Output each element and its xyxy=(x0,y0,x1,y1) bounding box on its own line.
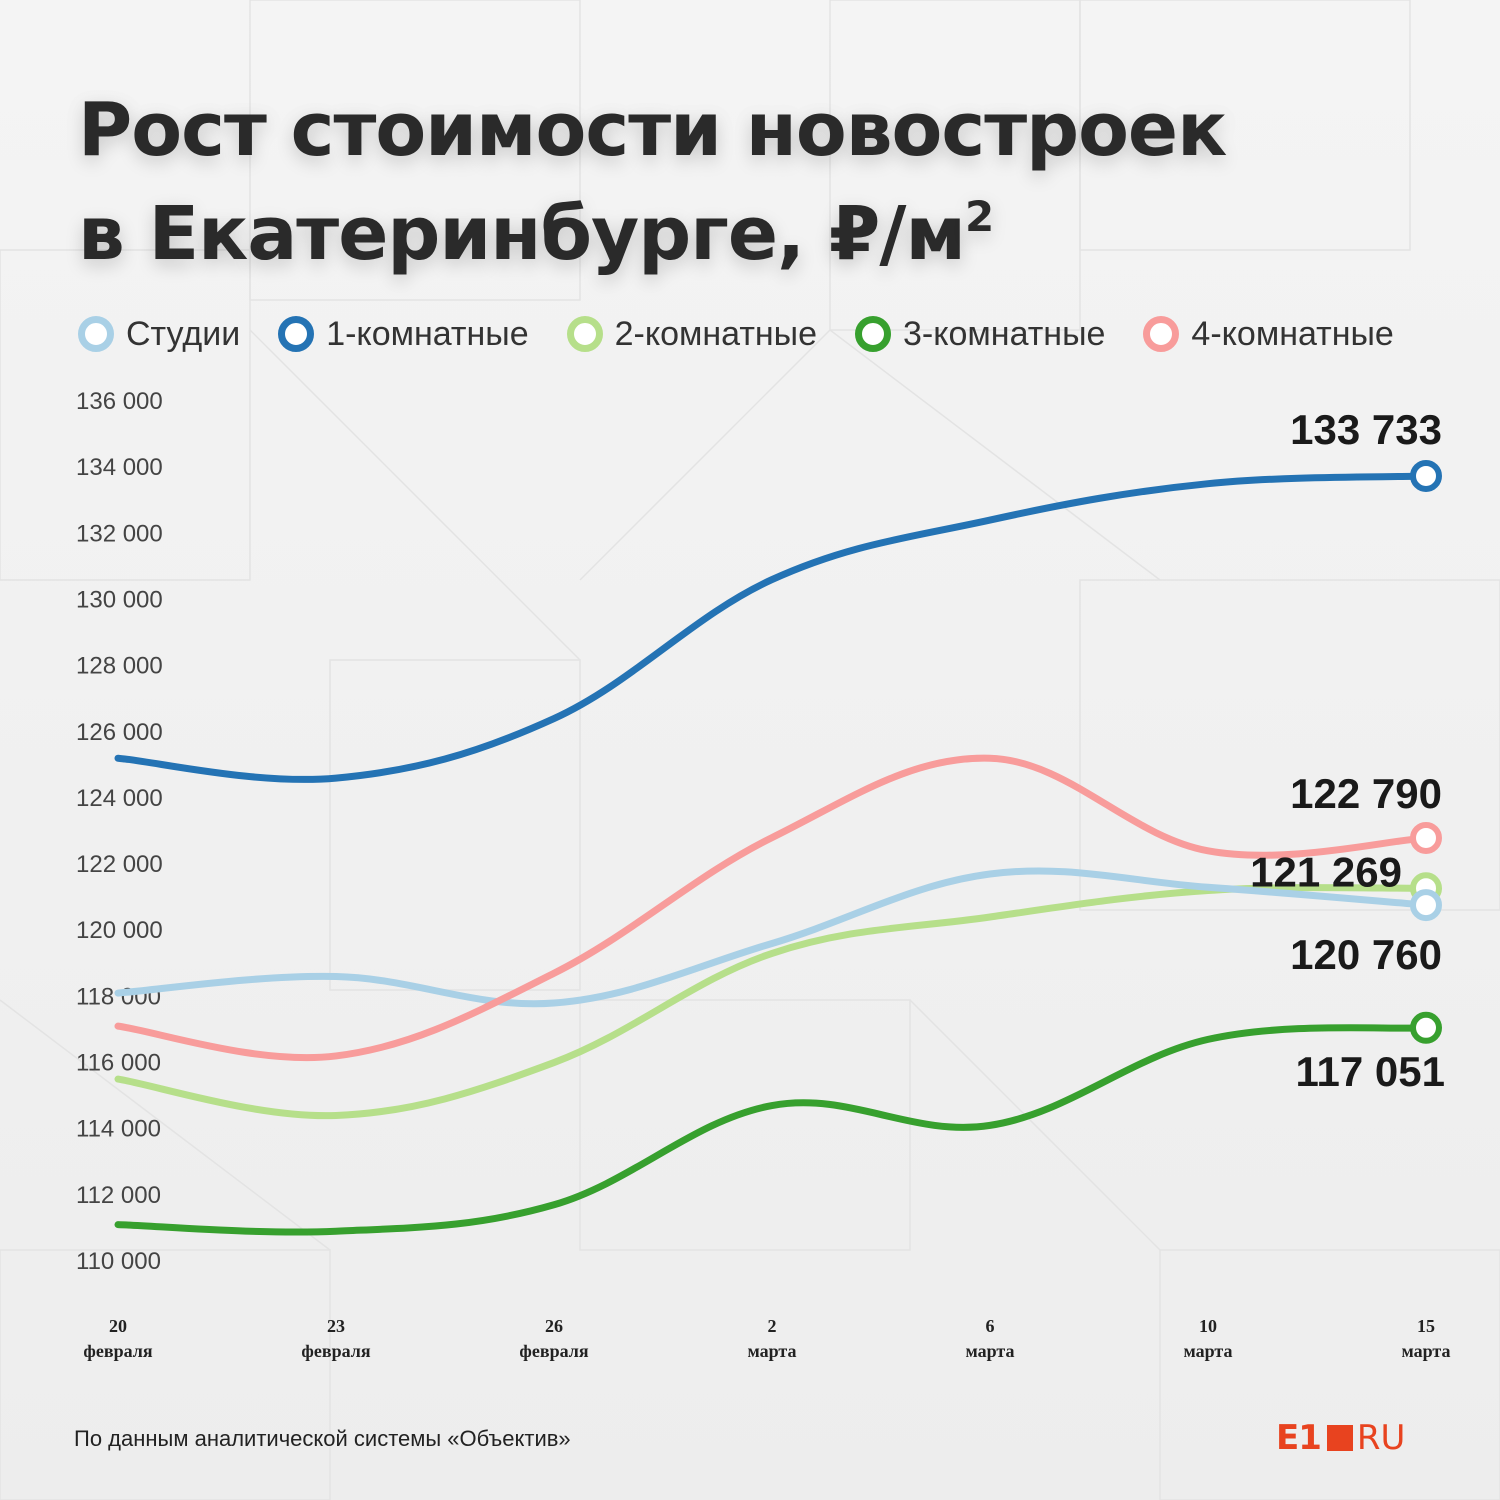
legend-item-0: Студии xyxy=(78,315,240,354)
y-tick-label: 128 000 xyxy=(76,653,163,680)
series-end-marker-1 xyxy=(1410,459,1442,492)
data-label-4: 122 790 xyxy=(1290,770,1442,817)
chart-title-line-1: Рост стоимости новостроек xyxy=(78,87,1227,173)
x-tick-label: 10 марта xyxy=(1184,1316,1233,1361)
chart-title-superscript: 2 xyxy=(964,192,994,241)
data-label-0: 120 760 xyxy=(1290,931,1442,978)
y-tick-label: 114 000 xyxy=(76,1116,161,1143)
source-note: По данным аналитической системы «Объекти… xyxy=(74,1426,571,1451)
e1-logo[interactable]: E1 RU xyxy=(1276,1418,1405,1458)
y-tick-label: 122 000 xyxy=(76,851,163,878)
x-tick-label: 6 марта xyxy=(966,1316,1015,1361)
logo-e1-text: E1 xyxy=(1276,1418,1322,1458)
y-tick-label: 110 000 xyxy=(76,1248,161,1275)
legend-label: 3-комнатные xyxy=(903,314,1106,353)
x-tick-label: 15 марта xyxy=(1402,1316,1451,1361)
y-tick-label: 130 000 xyxy=(76,586,163,613)
y-tick-label: 112 000 xyxy=(76,1182,161,1209)
y-tick-label: 116 000 xyxy=(76,1050,161,1077)
series-end-marker-3 xyxy=(1410,1011,1442,1044)
legend-item-1: 1-комнатные xyxy=(278,314,529,354)
x-tick-label: 26 февраля xyxy=(519,1316,588,1361)
legend-marker-icon xyxy=(78,316,114,352)
chart-legend: Студии 1-комнатные 2-комнатные 3-комнатные 4… xyxy=(78,308,1478,360)
legend-marker-icon xyxy=(855,316,892,352)
chart-title-line-2-text: в Екатеринбурге, ₽/м xyxy=(78,191,966,277)
series-end-marker-4 xyxy=(1410,821,1442,854)
series-line-0 xyxy=(114,867,1430,1008)
logo-ru-text: RU xyxy=(1356,1418,1406,1458)
data-label-1: 133 733 xyxy=(1290,406,1442,453)
y-tick-label: 120 000 xyxy=(76,917,163,944)
legend-marker-icon xyxy=(1143,316,1180,352)
legend-label: 2-комнатные xyxy=(614,314,818,353)
legend-marker-icon xyxy=(566,316,603,352)
chart-title: Рост стоимости новостроек в Екатеринбург… xyxy=(78,78,1378,286)
legend-label: Студии xyxy=(126,314,241,353)
series-line-2 xyxy=(114,884,1430,1120)
y-tick-label: 134 000 xyxy=(76,454,163,481)
series-line-3 xyxy=(114,1024,1430,1236)
series-end-marker-0 xyxy=(1410,889,1442,922)
series-line-4 xyxy=(114,754,1430,1062)
legend-label: 4-комнатные xyxy=(1191,314,1394,353)
logo-square-icon xyxy=(1326,1425,1353,1451)
chart-title-line-2: в Екатеринбурге, ₽/м2 xyxy=(78,182,1378,286)
y-tick-label: 132 000 xyxy=(76,520,163,547)
legend-label: 1-комнатные xyxy=(326,314,529,353)
x-tick-label: 23 февраля xyxy=(301,1316,370,1361)
data-label-3: 117 051 xyxy=(1295,1048,1445,1095)
legend-item-2: 2-комнатные xyxy=(566,314,818,354)
legend-item-3: 3-комнатные xyxy=(855,315,1105,354)
y-tick-label: 136 000 xyxy=(76,388,163,415)
series-line-1 xyxy=(114,472,1430,783)
x-tick-label: 20 февраля xyxy=(83,1316,152,1361)
y-tick-label: 126 000 xyxy=(76,719,163,746)
legend-item-4: 4-комнатные xyxy=(1143,314,1394,354)
data-label-2: 121 269 xyxy=(1250,848,1402,895)
x-tick-label: 2 марта xyxy=(748,1316,797,1361)
y-tick-label: 124 000 xyxy=(76,785,163,812)
legend-marker-icon xyxy=(278,316,315,352)
